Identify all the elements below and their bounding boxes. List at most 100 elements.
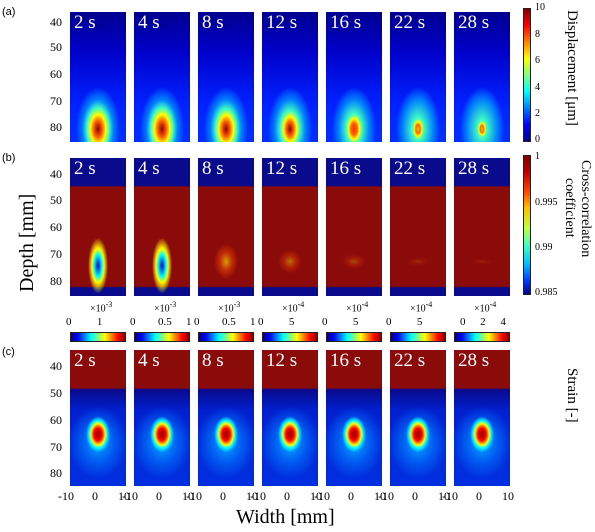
strain-multiplier: ×10-4	[474, 300, 496, 314]
time-label: 16 s	[330, 158, 362, 179]
displacement-image: 22 s	[390, 12, 446, 142]
strain-multiplier-base: ×10	[410, 303, 426, 315]
depth-tick: 50	[50, 193, 62, 207]
displacement-colorbar-tick: 4	[535, 82, 540, 93]
strain-colorbar	[134, 332, 190, 342]
time-label: 2 s	[74, 12, 96, 33]
time-label: 2 s	[74, 158, 96, 179]
time-label: 8 s	[202, 350, 224, 371]
strain-colorbar-tick: 0	[66, 316, 72, 328]
strain-multiplier-base: ×10	[346, 303, 362, 315]
strain-image: 16 s	[326, 350, 382, 486]
width-tick: 10	[182, 489, 194, 503]
displacement-colorbar-label: Displacement [μm]	[564, 10, 580, 126]
width-tick: -10	[442, 489, 458, 503]
strain-colorbar	[454, 332, 510, 342]
strain-multiplier: ×10-3	[154, 300, 176, 314]
x-axis-label: Width [mm]	[236, 506, 335, 528]
width-tick: 10	[118, 489, 130, 503]
displacement-image: 28 s	[454, 12, 510, 142]
strain-colorbar-tick: 1	[186, 316, 192, 328]
strain-multiplier: ×10-4	[410, 300, 432, 314]
displacement-image: 12 s	[262, 12, 318, 142]
displacement-image: 4 s	[134, 12, 190, 142]
correlation-colorbar-tick: 0.99	[535, 242, 553, 253]
depth-tick: 70	[50, 94, 62, 108]
strain-multiplier-exponent: -3	[233, 300, 241, 309]
strain-multiplier-exponent: -3	[169, 300, 177, 309]
strain-colorbar-tick: 5	[416, 316, 423, 328]
time-label: 22 s	[394, 350, 426, 371]
width-tick: 0	[220, 489, 226, 503]
panel-label-correlation: (b)	[2, 152, 16, 164]
strain-colorbar	[262, 332, 318, 342]
depth-tick: 50	[50, 40, 62, 54]
depth-tick: 80	[50, 120, 62, 134]
time-label: 2 s	[74, 350, 96, 371]
displacement-colorbar-tick: 6	[535, 55, 540, 66]
displacement-colorbar-tick: 10	[535, 2, 545, 13]
strain-multiplier-base: ×10	[90, 303, 106, 315]
correlation-image: 16 s	[326, 158, 382, 296]
strain-image: 8 s	[198, 350, 254, 486]
depth-tick: 80	[50, 466, 62, 480]
strain-colorbar-tick: 1	[96, 316, 103, 328]
strain-colorbar	[390, 332, 446, 342]
width-tick: 0	[476, 489, 482, 503]
displacement-image: 8 s	[198, 12, 254, 142]
y-axis-label: Depth [mm]	[16, 193, 38, 292]
depth-tick: 70	[50, 440, 62, 454]
time-label: 4 s	[138, 12, 160, 33]
depth-tick: 40	[50, 15, 62, 29]
correlation-image: 12 s	[262, 158, 318, 296]
strain-image: 28 s	[454, 350, 510, 486]
strain-multiplier: ×10-3	[90, 300, 112, 314]
depth-tick: 40	[50, 167, 62, 181]
width-tick: 10	[310, 489, 322, 503]
strain-colorbar-tick: 0	[194, 316, 200, 328]
time-label: 12 s	[266, 158, 298, 179]
correlation-image: 8 s	[198, 158, 254, 296]
width-tick: 10	[246, 489, 258, 503]
strain-image: 2 s	[70, 350, 126, 486]
strain-multiplier-exponent: -4	[361, 300, 369, 309]
displacement-colorbar-tick: 0	[535, 134, 540, 145]
strain-image: 12 s	[262, 350, 318, 486]
width-tick: 0	[284, 489, 290, 503]
width-tick: 10	[502, 489, 514, 503]
strain-colorbar-tick: 0	[322, 316, 328, 328]
strain-multiplier-exponent: -4	[297, 300, 305, 309]
depth-tick: 60	[50, 67, 62, 81]
strain-multiplier-base: ×10	[218, 303, 234, 315]
width-tick: -10	[314, 489, 330, 503]
width-tick: 0	[92, 489, 98, 503]
panel-label-displacement: (a)	[2, 6, 16, 18]
strain-colorbar-tick: 0	[130, 316, 136, 328]
correlation-image: 22 s	[390, 158, 446, 296]
depth-tick: 60	[50, 413, 62, 427]
depth-tick: 70	[50, 247, 62, 261]
time-label: 28 s	[458, 350, 490, 371]
width-tick: 0	[348, 489, 354, 503]
strain-colorbar-tick: 0	[460, 316, 466, 328]
displacement-image: 16 s	[326, 12, 382, 142]
time-label: 8 s	[202, 12, 224, 33]
strain-colorbar-tick: 1	[250, 316, 256, 328]
displacement-colorbar	[523, 8, 531, 142]
width-tick: 10	[374, 489, 386, 503]
width-tick: -10	[378, 489, 394, 503]
strain-image: 22 s	[390, 350, 446, 486]
strain-image: 4 s	[134, 350, 190, 486]
time-label: 28 s	[458, 158, 490, 179]
strain-multiplier-exponent: -4	[489, 300, 497, 309]
strain-multiplier-exponent: -3	[105, 300, 113, 309]
width-tick: -10	[58, 489, 74, 503]
strain-multiplier-base: ×10	[474, 303, 490, 315]
displacement-image: 2 s	[70, 12, 126, 142]
strain-label: Strain [-]	[564, 368, 580, 423]
correlation-image: 4 s	[134, 158, 190, 296]
correlation-colorbar-tick: 1	[535, 151, 540, 162]
time-label: 22 s	[394, 12, 426, 33]
width-tick: 0	[412, 489, 418, 503]
strain-multiplier: ×10-4	[346, 300, 368, 314]
